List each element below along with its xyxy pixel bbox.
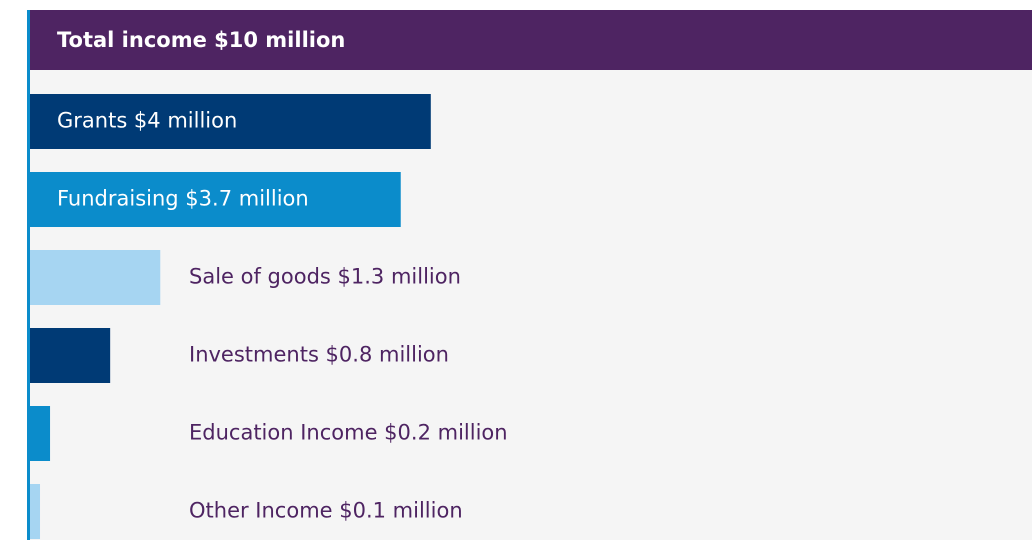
axis-line	[27, 10, 30, 540]
bar	[30, 250, 161, 305]
bar	[30, 484, 41, 539]
title-band	[30, 10, 1032, 70]
bar-label: Other Income $0.1 million	[189, 499, 463, 523]
bar-label: Fundraising $3.7 million	[57, 187, 309, 211]
bar	[30, 328, 111, 383]
bar-label: Sale of goods $1.3 million	[189, 265, 461, 289]
bar	[30, 406, 51, 461]
chart-title: Total income $10 million	[57, 28, 345, 52]
bar	[30, 172, 401, 227]
bar-label: Education Income $0.2 million	[189, 421, 508, 445]
bar-label: Investments $0.8 million	[189, 343, 449, 367]
bar-label: Grants $4 million	[57, 109, 237, 133]
plot-background	[30, 10, 1032, 540]
bar	[30, 94, 431, 149]
